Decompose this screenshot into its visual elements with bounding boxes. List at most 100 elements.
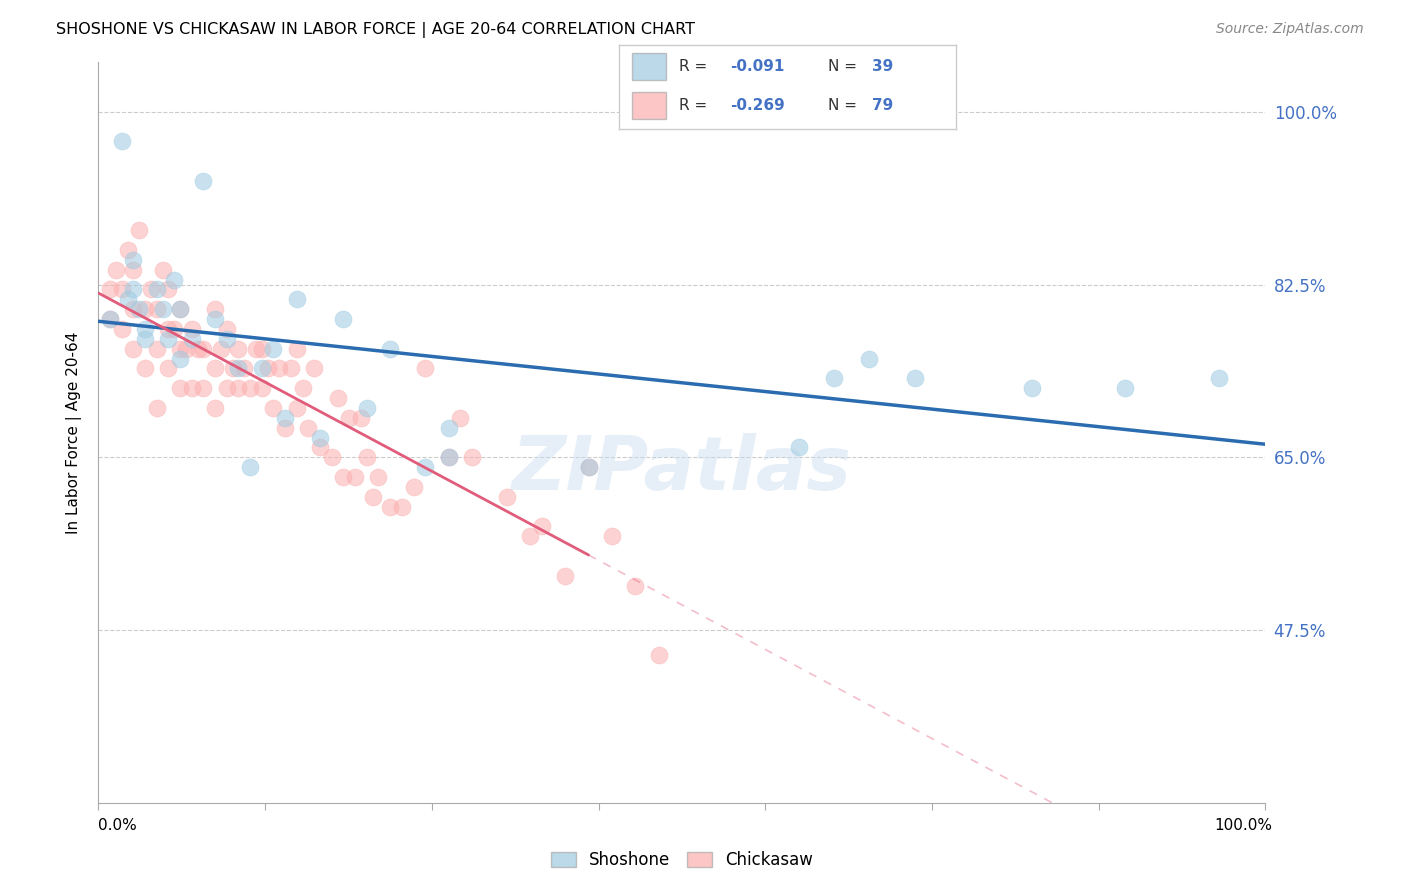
Point [233,361,256,376]
Point [823,371,845,385]
Point [134,322,156,336]
Point [204,302,226,317]
Point [1208,371,1230,385]
FancyBboxPatch shape [633,54,666,80]
Point [98,312,121,326]
Point [215,381,238,395]
Point [111,283,134,297]
Point [98,283,121,297]
Point [904,371,927,385]
Text: N =: N = [828,98,862,113]
Point [215,332,238,346]
Text: -0.269: -0.269 [730,98,785,113]
Point [356,450,378,465]
Point [204,312,226,326]
Point [122,283,145,297]
Point [174,342,197,356]
Y-axis label: In Labor Force | Age 20-64: In Labor Force | Age 20-64 [66,332,83,533]
Text: -0.091: -0.091 [730,59,785,74]
Point [157,332,180,346]
Point [250,381,273,395]
Point [413,460,436,475]
Point [169,351,191,366]
Point [239,460,262,475]
Point [157,283,180,297]
Point [193,174,215,188]
Point [169,302,191,317]
Point [337,410,360,425]
Point [578,460,600,475]
Text: R =: R = [679,98,713,113]
Point [215,322,238,336]
Point [134,332,156,346]
Point [157,322,180,336]
Point [437,450,460,465]
Point [787,441,810,455]
Point [128,223,150,237]
Point [250,361,273,376]
Point [187,342,209,356]
Point [326,391,349,405]
Point [321,450,343,465]
Point [449,410,471,425]
Point [122,262,145,277]
Point [169,381,191,395]
Point [204,401,226,415]
Point [361,490,384,504]
Point [413,361,436,376]
Point [291,381,314,395]
Point [163,322,186,336]
Point [578,460,600,475]
Point [163,272,186,286]
Point [624,579,647,593]
Point [858,351,880,366]
Point [391,500,413,514]
Point [332,470,354,484]
Point [262,401,284,415]
Point [285,293,308,307]
Point [152,262,174,277]
Point [193,381,215,395]
Point [461,450,484,465]
Point [134,302,156,317]
Point [554,568,576,582]
Point [139,283,162,297]
Point [297,420,319,434]
Point [117,293,139,307]
Point [169,302,191,317]
Point [146,302,169,317]
Point [1021,381,1043,395]
Point [111,322,134,336]
Point [274,420,297,434]
Point [122,342,145,356]
Point [239,381,262,395]
Point [134,361,156,376]
Point [530,519,553,533]
Text: 79: 79 [872,98,893,113]
Point [285,401,308,415]
Point [104,262,127,277]
Point [146,401,169,415]
Point [309,431,332,445]
Point [228,381,250,395]
Point [402,480,425,494]
Point [285,342,308,356]
Point [152,302,174,317]
Point [146,283,169,297]
Point [256,361,278,376]
Point [269,361,291,376]
Point [221,361,243,376]
Point [647,648,669,662]
Text: R =: R = [679,59,713,74]
Point [180,332,202,346]
Point [228,361,250,376]
Point [204,361,226,376]
Point [180,322,202,336]
Text: ZIPatlas: ZIPatlas [512,434,852,506]
Text: N =: N = [828,59,862,74]
Point [122,302,145,317]
Text: Source: ZipAtlas.com: Source: ZipAtlas.com [1216,22,1364,37]
Point [304,361,326,376]
Text: SHOSHONE VS CHICKASAW IN LABOR FORCE | AGE 20-64 CORRELATION CHART: SHOSHONE VS CHICKASAW IN LABOR FORCE | A… [56,22,695,38]
Point [157,361,180,376]
